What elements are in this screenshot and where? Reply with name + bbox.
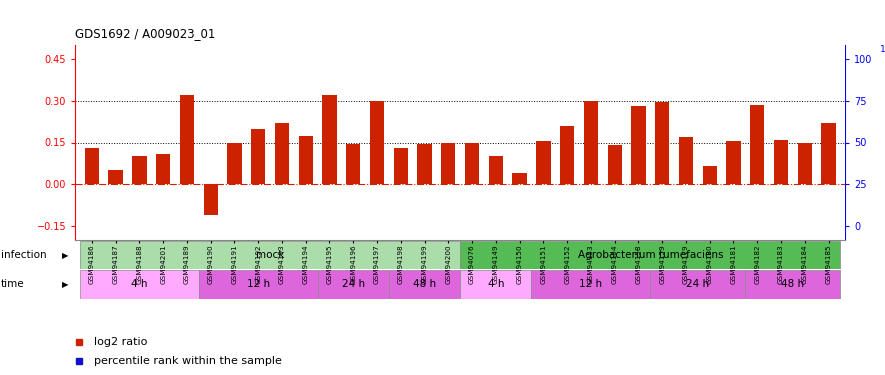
Bar — [750, 105, 765, 184]
Bar — [797, 142, 812, 184]
Point — [180, 41, 194, 47]
Bar — [80, 241, 460, 269]
Text: 12 h: 12 h — [580, 279, 603, 290]
Bar — [727, 141, 741, 184]
Bar — [156, 154, 170, 184]
Point — [298, 89, 312, 95]
Bar — [199, 270, 318, 298]
Text: 24 h: 24 h — [342, 279, 365, 290]
Point — [346, 93, 360, 99]
Bar — [322, 95, 336, 184]
Point — [679, 91, 693, 97]
Bar — [85, 148, 99, 184]
Point — [251, 88, 266, 94]
Point — [133, 104, 147, 110]
Bar — [298, 135, 313, 184]
Bar — [389, 270, 460, 298]
Bar — [821, 123, 835, 184]
Text: 48 h: 48 h — [781, 279, 804, 290]
Text: 24 h: 24 h — [686, 279, 710, 290]
Point — [797, 96, 812, 102]
Bar — [132, 156, 147, 184]
Point — [489, 101, 503, 107]
Bar — [109, 170, 123, 184]
Text: infection: infection — [1, 250, 47, 260]
Text: ▶: ▶ — [62, 280, 68, 289]
Text: time: time — [1, 279, 25, 290]
Point — [465, 98, 479, 104]
Bar — [318, 270, 389, 298]
Point — [109, 120, 123, 126]
Text: ▶: ▶ — [62, 251, 68, 260]
Bar — [80, 270, 199, 298]
Text: 4 h: 4 h — [131, 279, 148, 290]
Text: 4 h: 4 h — [488, 279, 504, 290]
Bar — [204, 184, 218, 215]
Point — [608, 113, 622, 119]
Point — [727, 96, 741, 102]
Point — [204, 168, 218, 174]
Bar — [650, 270, 745, 298]
Point — [418, 108, 432, 114]
Bar — [460, 270, 532, 298]
Point — [631, 82, 645, 88]
Point — [394, 104, 408, 110]
Bar — [532, 270, 650, 298]
Bar — [465, 142, 479, 184]
Point — [750, 68, 765, 74]
Point — [512, 121, 527, 127]
Bar — [442, 142, 456, 184]
Point — [821, 93, 835, 99]
Text: 100%: 100% — [880, 45, 885, 54]
Point — [156, 96, 170, 102]
Bar — [460, 241, 841, 269]
Point — [370, 76, 384, 82]
Text: log2 ratio: log2 ratio — [95, 337, 148, 347]
Text: 12 h: 12 h — [247, 279, 270, 290]
Bar — [536, 141, 550, 184]
Point — [560, 74, 574, 80]
Bar — [560, 126, 574, 184]
Text: 48 h: 48 h — [413, 279, 436, 290]
Point — [442, 98, 456, 104]
Bar — [607, 145, 622, 184]
Point — [322, 39, 336, 45]
Bar — [180, 95, 194, 184]
Bar — [394, 148, 408, 184]
Bar — [703, 166, 717, 184]
Bar — [346, 144, 360, 184]
Point — [227, 82, 242, 88]
Bar — [745, 270, 841, 298]
Text: GDS1692 / A009023_01: GDS1692 / A009023_01 — [75, 27, 216, 40]
Point — [703, 110, 717, 116]
Point — [773, 104, 789, 110]
Bar — [773, 140, 789, 184]
Bar — [631, 106, 645, 184]
Point — [584, 93, 598, 99]
Point — [536, 88, 550, 94]
Text: percentile rank within the sample: percentile rank within the sample — [95, 356, 282, 366]
Bar — [655, 102, 669, 184]
Bar — [512, 173, 527, 184]
Bar — [584, 101, 598, 184]
Bar — [489, 156, 503, 184]
Bar — [227, 142, 242, 184]
Text: mock: mock — [256, 250, 284, 260]
Bar — [679, 137, 693, 184]
Bar — [251, 129, 266, 184]
Bar — [370, 101, 384, 184]
Bar — [418, 144, 432, 184]
Text: Agrobacterium tumefaciens: Agrobacterium tumefaciens — [578, 250, 723, 260]
Bar — [275, 123, 289, 184]
Point — [655, 88, 669, 94]
Point — [275, 84, 289, 90]
Point — [85, 98, 99, 104]
